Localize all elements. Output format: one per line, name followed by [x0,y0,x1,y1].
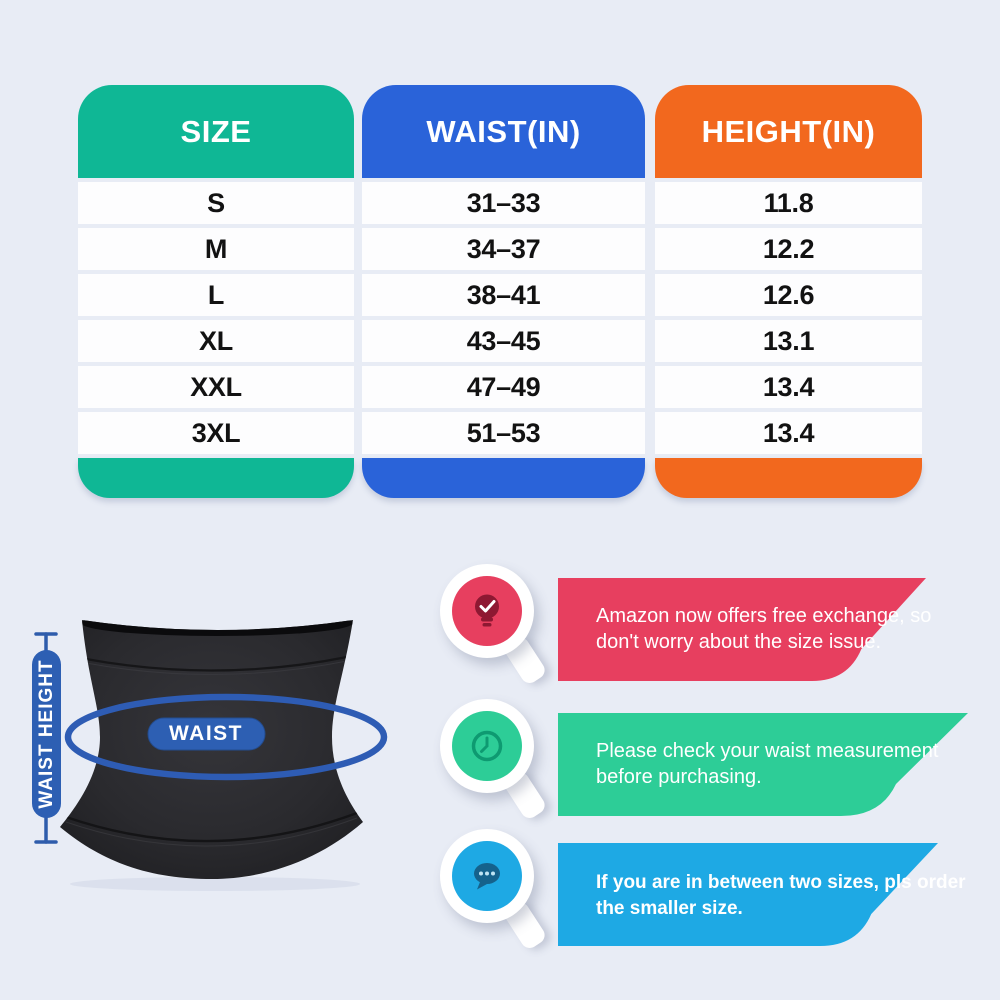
cell-size-row3: L [78,274,354,316]
callout-line2: don't worry about the size issue. [596,631,882,653]
trainer-opening [81,620,353,636]
waist-height-label: WAIST HEIGHT [36,659,57,808]
cell-size-row1: S [78,182,354,224]
ground-shadow [70,877,360,891]
cell-waist-row3: 38–41 [362,274,645,316]
callout-free-exchange: Amazon now offers free exchange, so don'… [438,563,978,708]
column-footer-waist [362,458,645,498]
waist-height-measure: WAIST HEIGHT [32,632,61,844]
cell-size-row2: M [78,228,354,270]
waist-label-pill [147,717,266,751]
cell-waist-row4: 43–45 [362,320,645,362]
callout-badge [438,563,578,708]
cell-height-row1: 11.8 [655,182,922,224]
cell-waist-row5: 47–49 [362,366,645,408]
callout-ribbon [558,578,926,681]
callout-badge [438,698,578,843]
callout-text: Amazon now offers free exchange, so don'… [596,603,956,655]
callout-text: Please check your waist measurement befo… [596,738,956,790]
waist-trainer-illustration: WAIST [60,620,388,891]
cell-size-row6: 3XL [78,412,354,454]
callout-line1: Please check your waist measurement [596,740,939,762]
waist-height-pill [32,650,61,818]
callout-ribbon [558,713,968,816]
cell-height-row3: 12.6 [655,274,922,316]
callout-line2: the smaller size. [596,898,743,919]
callout-between-sizes: If you are in between two sizes, pls ord… [438,828,978,973]
column-footer-height [655,458,922,498]
column-footer-size [78,458,354,498]
cell-size-row5: XXL [78,366,354,408]
clock-icon [471,730,503,762]
cell-height-row2: 12.2 [655,228,922,270]
cell-height-row6: 13.4 [655,412,922,454]
callout-text: If you are in between two sizes, pls ord… [596,870,966,922]
column-header-height: HEIGHT(IN) [655,85,922,178]
cell-height-row5: 13.4 [655,366,922,408]
waist-label: WAIST [169,722,243,745]
callout-line2: before purchasing. [596,766,762,788]
table-column-height: HEIGHT(IN) 11.8 12.2 12.6 13.1 13.4 13.4 [655,85,922,498]
table-column-size: SIZE S M L XL XXL 3XL [78,85,354,498]
cell-waist-row1: 31–33 [362,182,645,224]
callout-badge [438,828,578,973]
column-header-waist: WAIST(IN) [362,85,645,178]
table-column-waist: WAIST(IN) 31–33 34–37 38–41 43–45 47–49 … [362,85,645,498]
chat-dots-icon [474,863,500,890]
cell-waist-row6: 51–53 [362,412,645,454]
callout-check-measurement: Please check your waist measurement befo… [438,698,978,843]
cell-size-row4: XL [78,320,354,362]
column-header-size: SIZE [78,85,354,178]
callout-line1: Amazon now offers free exchange, so [596,605,932,627]
lightbulb-check-icon [475,594,499,627]
callout-ribbon [558,843,938,946]
cell-height-row4: 13.1 [655,320,922,362]
callout-line1: If you are in between two sizes, pls ord… [596,872,966,893]
waist-measure-ring [64,693,388,781]
cell-waist-row2: 34–37 [362,228,645,270]
